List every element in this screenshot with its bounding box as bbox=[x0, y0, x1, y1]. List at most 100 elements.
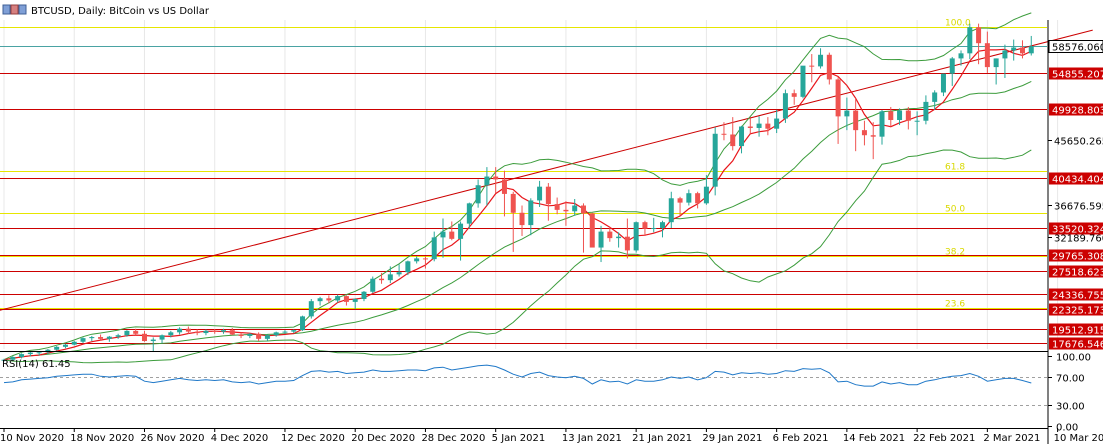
candle-body bbox=[853, 110, 859, 131]
candle-body bbox=[308, 301, 314, 317]
candle bbox=[826, 52, 832, 85]
candle-body bbox=[1028, 46, 1034, 54]
trendline[interactable] bbox=[0, 29, 1093, 311]
candle bbox=[554, 197, 560, 215]
rsi-panel: 100.00 70.00 30.00 0.00 bbox=[0, 353, 1091, 434]
price-axis[interactable]: 58576.060 54855.207 49928.803 45650.265 4043… bbox=[1048, 40, 1103, 351]
bollinger-upper-band bbox=[3, 12, 1032, 361]
level-badge[interactable] bbox=[1049, 172, 1103, 185]
level-badge-label: 22325.173 bbox=[1052, 306, 1103, 317]
candle bbox=[923, 95, 929, 125]
level-badge[interactable] bbox=[1049, 222, 1103, 235]
candle-body bbox=[396, 272, 402, 275]
candle bbox=[607, 227, 613, 242]
candle bbox=[695, 191, 701, 209]
candle bbox=[818, 48, 824, 69]
candle-body bbox=[870, 135, 876, 137]
candle-body bbox=[133, 330, 139, 334]
candle-body bbox=[115, 335, 121, 337]
candle bbox=[300, 315, 306, 331]
candle bbox=[440, 218, 446, 258]
candle-body bbox=[326, 298, 332, 301]
level-badge[interactable] bbox=[1049, 288, 1103, 301]
rsi-axis-label: 70.00 bbox=[1056, 374, 1085, 385]
candle bbox=[98, 334, 104, 341]
candle bbox=[598, 225, 604, 263]
candle bbox=[264, 334, 270, 342]
candle bbox=[1019, 40, 1025, 59]
candle-body bbox=[949, 58, 955, 74]
candle-body bbox=[449, 231, 455, 239]
candle-body bbox=[10, 356, 16, 360]
candle-body bbox=[177, 328, 183, 333]
candle-body bbox=[221, 330, 226, 332]
candle-body bbox=[703, 186, 709, 204]
candle bbox=[27, 351, 33, 357]
candle-body bbox=[484, 176, 490, 186]
candle-body bbox=[809, 65, 815, 67]
candle-body bbox=[194, 331, 200, 334]
level-badge[interactable] bbox=[1049, 303, 1103, 316]
bollinger-bands bbox=[3, 12, 1032, 364]
candle-body bbox=[458, 223, 464, 239]
candle-body bbox=[361, 291, 367, 299]
current-price-badge[interactable] bbox=[1048, 40, 1103, 53]
candle-body bbox=[607, 231, 613, 239]
candle-body bbox=[756, 123, 762, 128]
level-badge-label: 29765.308 bbox=[1052, 252, 1103, 263]
candle bbox=[528, 198, 534, 236]
time-tick-label: 20 Dec 2020 bbox=[351, 433, 415, 444]
candle bbox=[967, 23, 973, 60]
candle bbox=[379, 272, 385, 284]
candle-body bbox=[580, 205, 586, 214]
candle-body bbox=[537, 186, 543, 201]
level-badge[interactable] bbox=[1049, 67, 1103, 80]
candle bbox=[537, 180, 543, 207]
time-tick-label: 28 Dec 2020 bbox=[421, 433, 485, 444]
price-tick-label: 45650.265 bbox=[1054, 137, 1103, 148]
candle-body bbox=[932, 92, 938, 102]
candle-body bbox=[1002, 50, 1008, 59]
level-badge[interactable] bbox=[1049, 337, 1103, 350]
level-badge[interactable] bbox=[1049, 249, 1103, 262]
candle bbox=[563, 201, 569, 226]
current-price-label: 58576.060 bbox=[1052, 43, 1103, 54]
candle bbox=[1002, 44, 1008, 78]
candle bbox=[861, 120, 867, 146]
candle bbox=[133, 328, 139, 336]
level-badge[interactable] bbox=[1049, 103, 1103, 116]
candle-body bbox=[501, 179, 507, 194]
candle bbox=[791, 89, 797, 105]
candle bbox=[141, 330, 147, 342]
candle-body bbox=[62, 344, 68, 347]
candle bbox=[458, 221, 464, 261]
candle bbox=[1, 358, 7, 362]
candle-body bbox=[712, 133, 718, 187]
candle bbox=[677, 196, 683, 216]
candle-body bbox=[71, 341, 77, 345]
candle bbox=[870, 122, 876, 160]
candle bbox=[1028, 35, 1034, 56]
candle-body bbox=[300, 316, 306, 331]
level-badge[interactable] bbox=[1049, 323, 1103, 336]
level-badge-label: 40434.404 bbox=[1052, 175, 1103, 186]
candle-body bbox=[668, 198, 674, 223]
candle bbox=[545, 183, 551, 221]
candle bbox=[352, 298, 358, 310]
candle-body bbox=[1, 359, 7, 361]
time-tick-label: 29 Jan 2021 bbox=[702, 433, 762, 444]
level-badge-label: 33520.324 bbox=[1052, 225, 1103, 236]
fast-moving-average bbox=[3, 48, 1032, 361]
fibonacci-label: 100.0 bbox=[945, 19, 971, 29]
level-badge[interactable] bbox=[1049, 265, 1103, 278]
candle bbox=[642, 220, 648, 236]
candle-body bbox=[159, 335, 165, 340]
candle bbox=[730, 117, 736, 151]
time-axis[interactable]: 10 Nov 2020 18 Nov 2020 26 Nov 2020 4 Dec 2… bbox=[0, 428, 1103, 444]
candle-body bbox=[387, 274, 393, 281]
trendline-layer[interactable] bbox=[0, 29, 1093, 311]
candle bbox=[466, 202, 472, 229]
candle bbox=[194, 329, 200, 336]
fibonacci-label: 23.6 bbox=[945, 300, 965, 310]
